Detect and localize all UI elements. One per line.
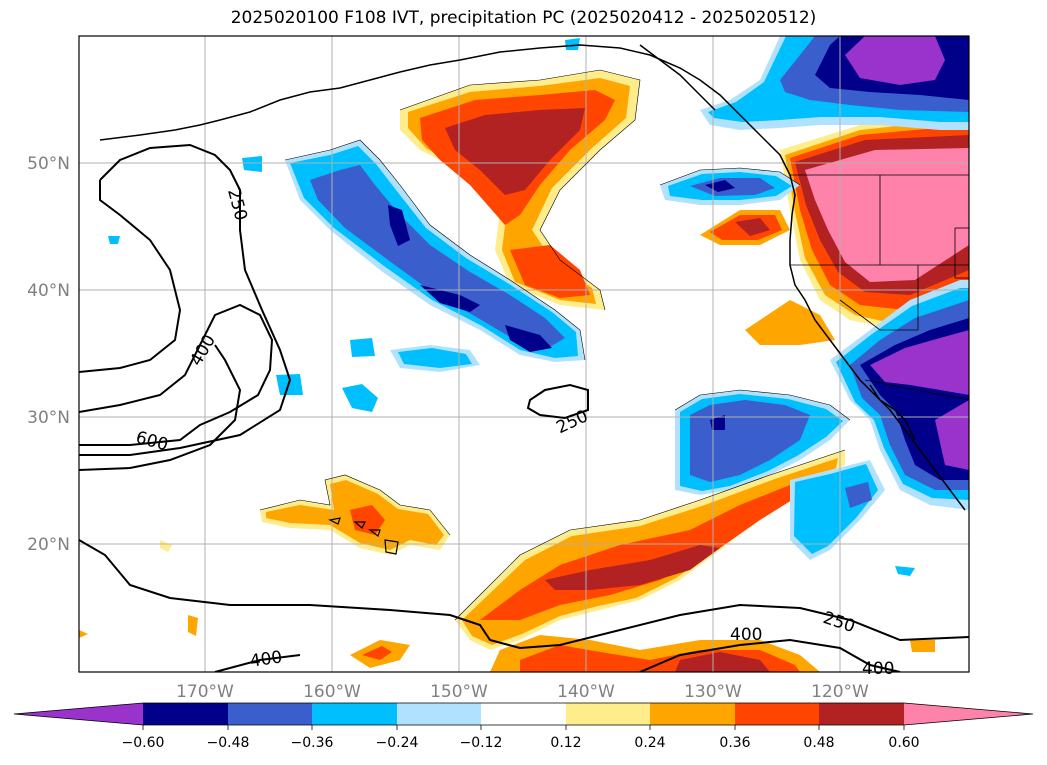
lat-label: 20°N [27,535,70,555]
colorbar-tick-label: −0.36 [291,735,334,751]
negative-region-central-pacific [242,38,585,412]
negative-region-southeast [108,236,969,576]
contour-label: 400 [730,625,762,645]
latitude-labels: 50°N 40°N 30°N 20°N [27,154,70,555]
colorbar-tick-label: −0.60 [122,735,165,751]
colorbar-segment [143,703,228,725]
colorbar-segment [312,703,397,725]
positive-region-subtropical-band [350,450,935,672]
contour-label: 400 [862,659,894,679]
region-outlines [259,69,851,621]
lat-label: 30°N [27,408,70,428]
lon-label: 160°W [303,682,361,702]
colorbar-segment [481,703,566,725]
negative-region-northeast [660,36,969,205]
colorbar-segment [735,703,819,725]
lon-label: 130°W [684,682,742,702]
lon-label: 140°W [557,682,615,702]
ivt-contours [79,143,969,672]
colorbar-segment [397,703,481,725]
political-borders [790,174,969,401]
colorbar-tick-label: 0.60 [888,735,919,751]
colorbar: −0.60 −0.48 −0.36 −0.24 −0.12 0.12 0.24 … [13,702,1034,751]
lon-label: 120°W [811,682,869,702]
colorbar-tick-label: −0.24 [376,735,419,751]
lat-label: 50°N [27,154,70,174]
colorbar-tick-label: −0.12 [460,735,503,751]
longitude-labels: 170°W 160°W 150°W 140°W 130°W 120°W [176,682,869,702]
colorbar-extend-right [904,703,1033,725]
lat-label: 40°N [27,281,70,301]
colorbar-segment [819,703,904,725]
colorbar-tick-label: 0.24 [634,735,665,751]
colorbar-segment [566,703,650,725]
colorbar-tick-label: 0.36 [719,735,750,751]
lon-label: 170°W [176,682,234,702]
colorbar-tick-label: 0.12 [550,735,581,751]
colorbar-tick-label: −0.48 [207,735,250,751]
colorbar-segment [228,703,312,725]
colorbar-extend-left [14,703,143,725]
coastlines [99,44,966,511]
colorbar-tick-label: 0.48 [803,735,834,751]
positive-region-hawaii [79,475,450,638]
lon-label: 150°W [430,682,488,702]
colorbar-segment [650,703,735,725]
positive-region-north-pacific [400,70,790,310]
map-frame [78,35,970,673]
map-title: 2025020100 F108 IVT, precipitation PC (2… [230,8,817,28]
gridlines [79,36,969,672]
contour-label: 400 [249,647,284,671]
hawaii-islands [328,517,399,555]
